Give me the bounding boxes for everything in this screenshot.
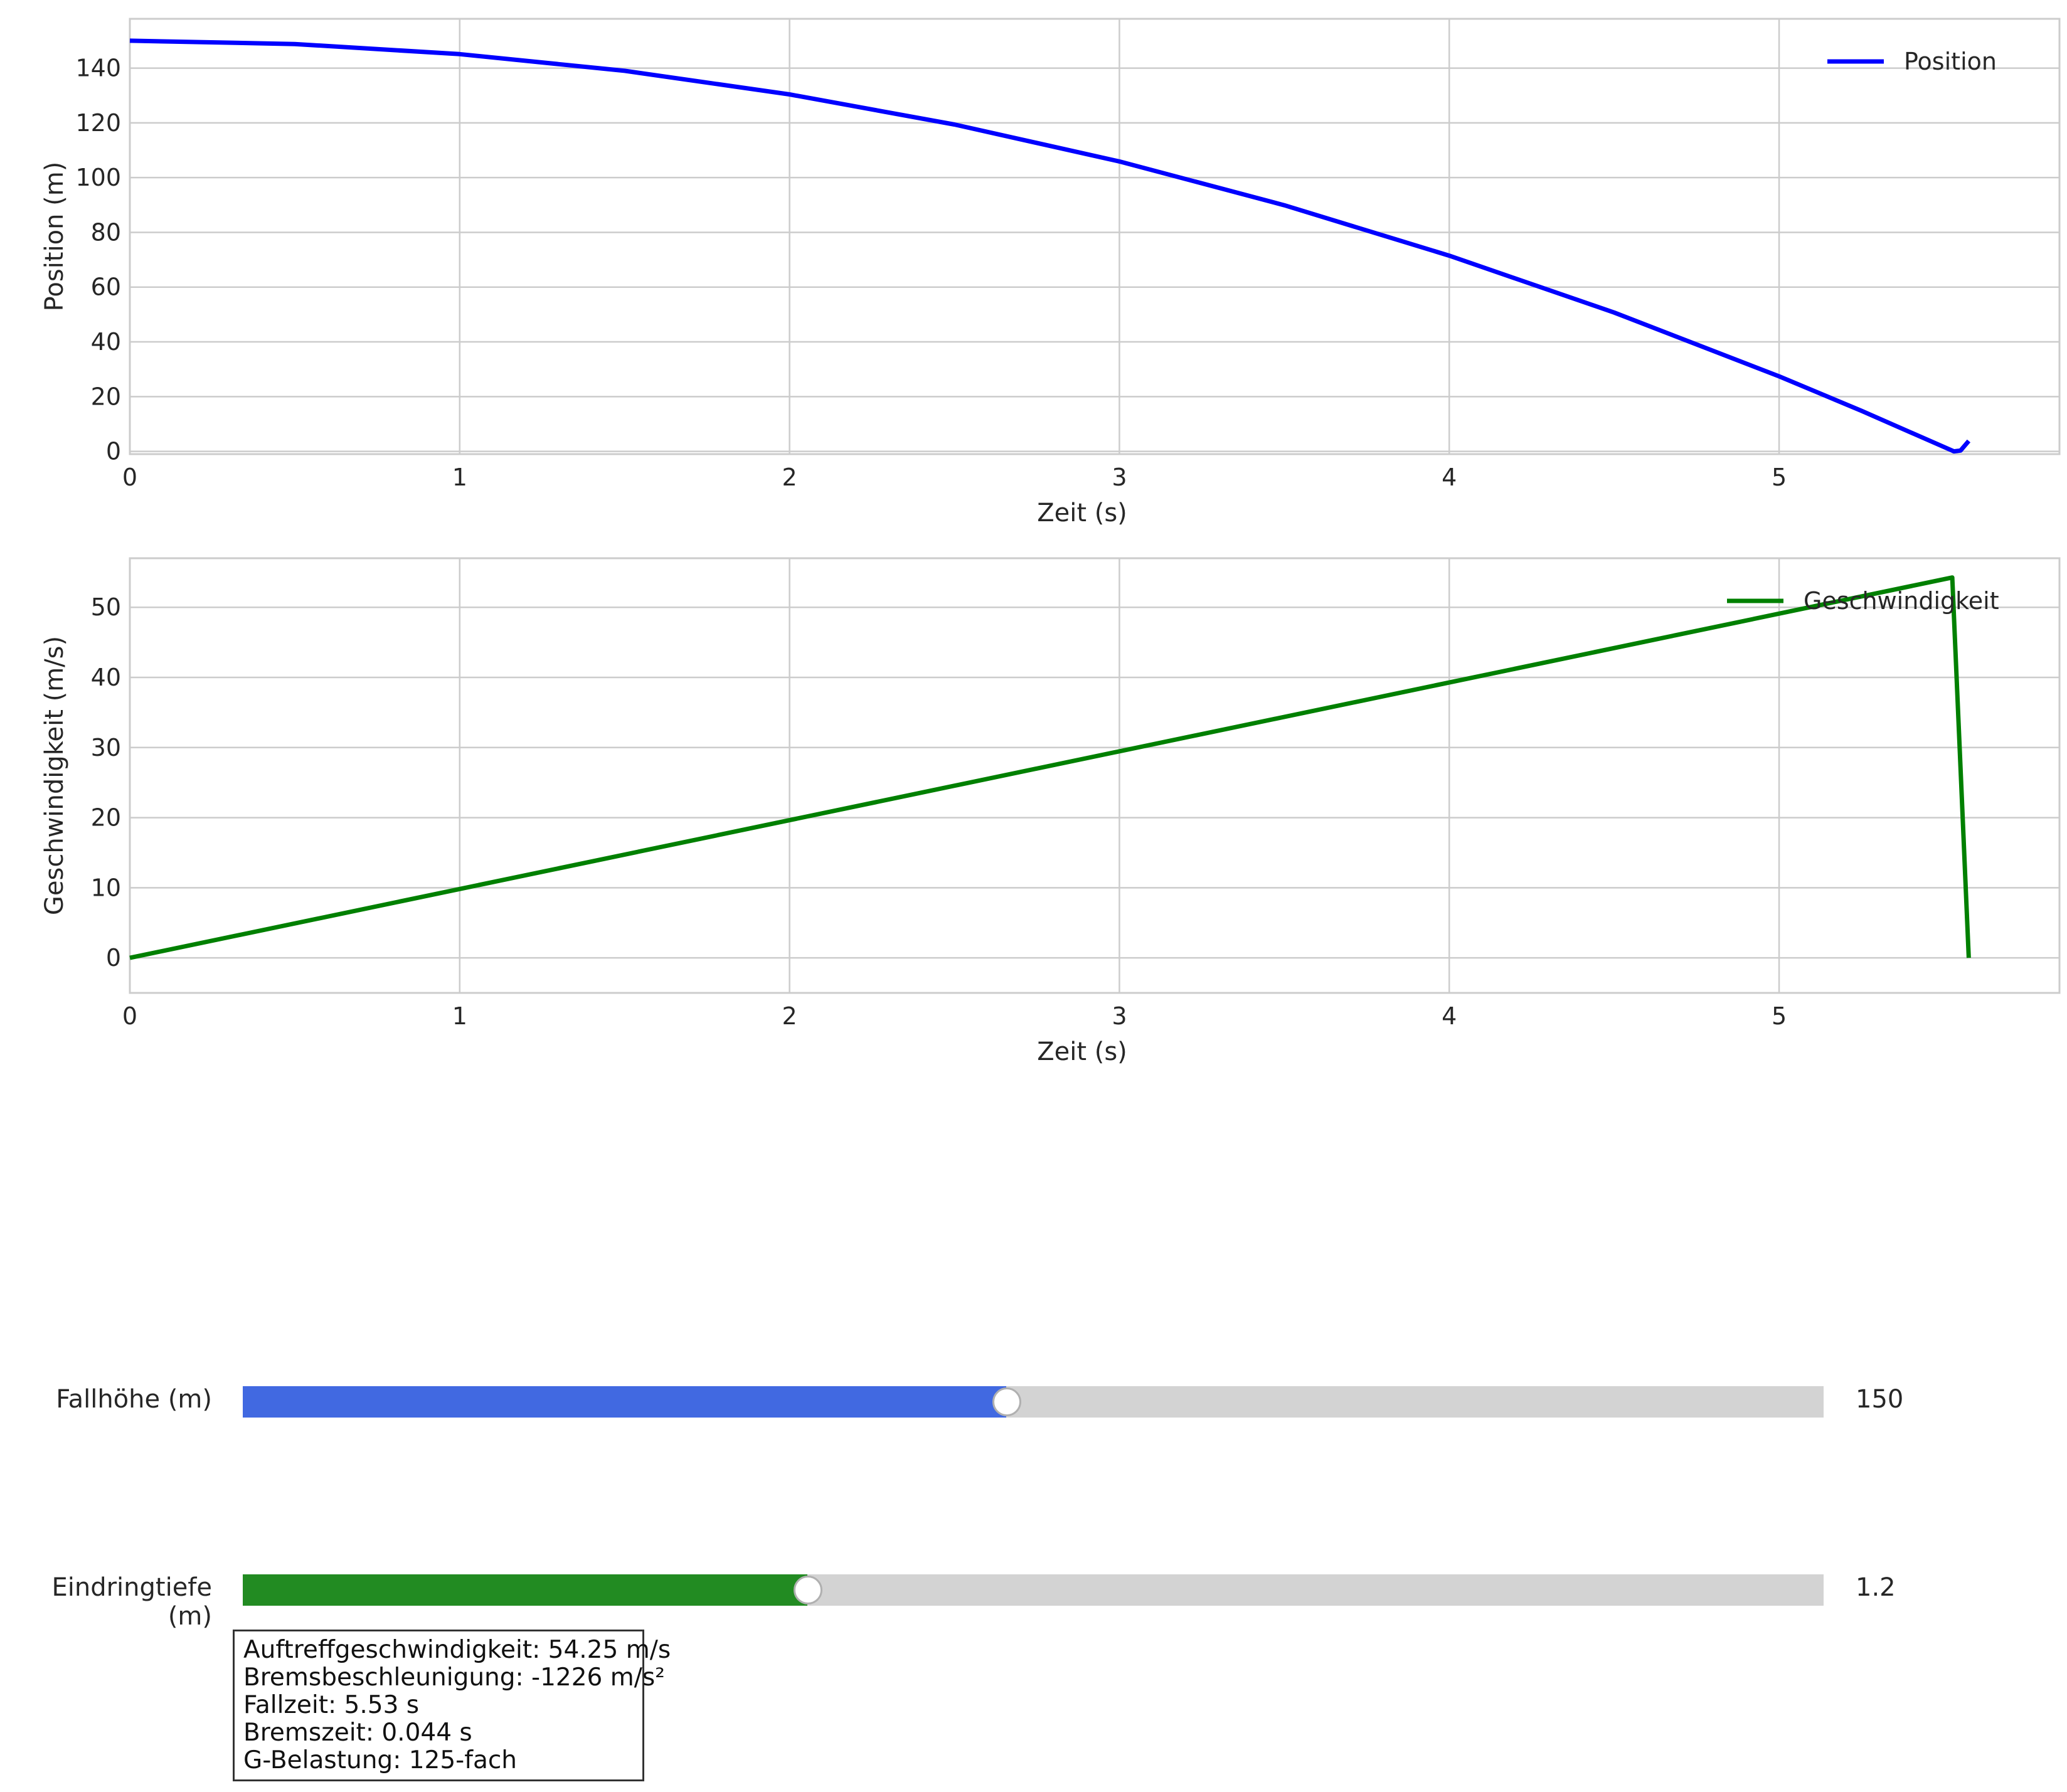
results-info-box: Auftreffgeschwindigkeit: 54.25 m/s Brems… xyxy=(233,1630,671,1781)
y-tick-label: 140 xyxy=(75,55,121,82)
eindringtiefe-slider-label: Eindringtiefe (m) xyxy=(51,1573,212,1631)
impact-velocity-text: Auftreffgeschwindigkeit: 54.25 m/s xyxy=(243,1636,671,1664)
g-load-text: G-Belastung: 125-fach xyxy=(243,1746,518,1774)
x-axis-label: Zeit (s) xyxy=(1037,1037,1127,1066)
y-tick-label: 120 xyxy=(75,109,121,137)
y-tick-label: 80 xyxy=(91,218,121,246)
y-axis-label: Geschwindigkeit (m/s) xyxy=(40,636,69,915)
x-tick-label: 2 xyxy=(782,1002,797,1030)
fall-time-text: Fallzeit: 5.53 s xyxy=(243,1691,420,1719)
x-tick-label: 0 xyxy=(122,1002,137,1030)
series-line-position xyxy=(129,38,1971,454)
fallhoehe-slider-label: Fallhöhe (m) xyxy=(56,1385,212,1414)
eindringtiefe-slider[interactable] xyxy=(243,1574,1824,1606)
eindringtiefe-slider-handle[interactable] xyxy=(793,1576,822,1604)
y-tick-label: 40 xyxy=(91,664,121,691)
plot-frame xyxy=(129,557,2061,994)
eindringtiefe-slider-value: 1.2 xyxy=(1856,1573,1896,1602)
fallhoehe-slider-fill xyxy=(243,1386,1007,1418)
x-tick-label: 5 xyxy=(1772,464,1787,491)
y-tick-label: 20 xyxy=(91,383,121,410)
x-tick-label: 0 xyxy=(122,464,137,491)
x-tick-label: 1 xyxy=(452,1002,467,1030)
legend-label: Geschwindigkeit xyxy=(1804,587,1999,615)
x-axis-label: Zeit (s) xyxy=(1037,499,1127,528)
y-tick-label: 20 xyxy=(91,804,121,832)
x-tick-label: 2 xyxy=(782,464,797,491)
fallhoehe-slider-value: 150 xyxy=(1856,1385,1904,1414)
y-tick-label: 100 xyxy=(75,164,121,191)
series-line-geschwindigkeit xyxy=(129,575,1971,960)
fallhoehe-slider-handle[interactable] xyxy=(992,1387,1022,1416)
plot-frame xyxy=(129,18,2061,455)
y-axis-label: Position (m) xyxy=(40,162,69,312)
braking-time-text: Bremszeit: 0.044 s xyxy=(243,1719,472,1747)
y-tick-label: 0 xyxy=(106,944,121,972)
y-tick-label: 50 xyxy=(91,593,121,621)
x-tick-label: 3 xyxy=(1112,1002,1127,1030)
x-tick-label: 5 xyxy=(1772,1002,1787,1030)
y-tick-label: 40 xyxy=(91,328,121,356)
eindringtiefe-slider-fill xyxy=(243,1574,807,1606)
x-tick-label: 3 xyxy=(1112,464,1127,491)
x-tick-label: 1 xyxy=(452,464,467,491)
y-tick-label: 60 xyxy=(91,273,121,301)
fallhoehe-slider[interactable] xyxy=(243,1386,1824,1418)
y-tick-label: 30 xyxy=(91,734,121,761)
x-tick-label: 4 xyxy=(1442,1002,1457,1030)
legend-label: Position xyxy=(1904,48,1997,75)
position-chart: 0 1 2 3 4 5 0 20 40 60 80 100 120 140 Position Zeit (s)… xyxy=(40,18,2061,528)
y-tick-label: 0 xyxy=(106,438,121,465)
braking-acceleration-text: Bremsbeschleunigung: -1226 m/s² xyxy=(243,1663,665,1692)
y-tick-label: 10 xyxy=(91,874,121,901)
x-tick-label: 4 xyxy=(1442,464,1457,491)
